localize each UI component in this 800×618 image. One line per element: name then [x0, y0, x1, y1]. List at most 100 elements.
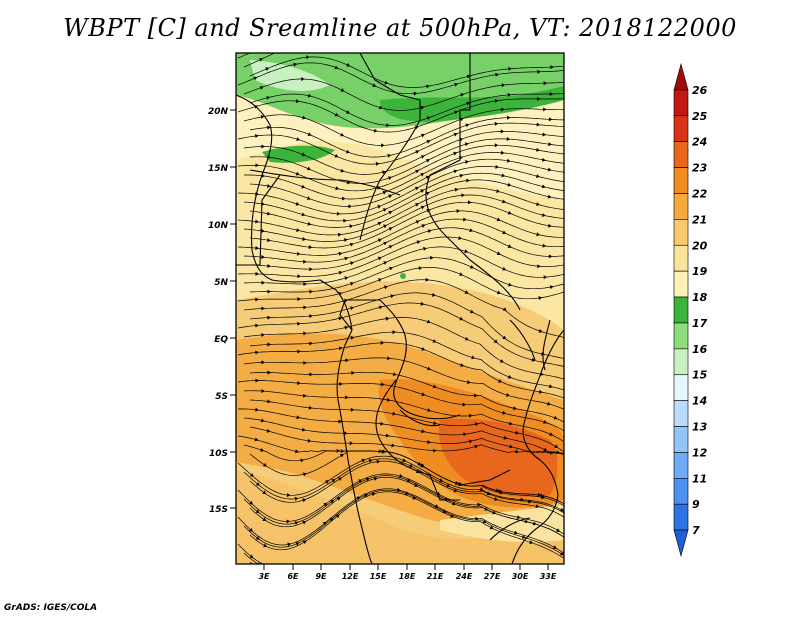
streamline-arrow: [301, 427, 306, 432]
streamline-arrow: [377, 205, 382, 209]
streamline-arrow: [363, 493, 368, 498]
streamline-arrow: [549, 432, 554, 436]
streamline-arrow: [255, 378, 259, 383]
streamline-arrow: [293, 62, 298, 67]
streamline-arrow: [249, 500, 253, 505]
streamline-arrow: [267, 238, 271, 243]
streamline-arrow: [421, 133, 425, 138]
colorbar-label: 15: [692, 369, 708, 382]
wbpt-field-16-17-north: [380, 86, 564, 122]
streamline-arrow: [415, 125, 419, 130]
streamline-arrow: [493, 339, 498, 344]
streamline-arrow: [261, 201, 265, 206]
streamline-arrow: [381, 382, 385, 387]
streamline-arrow: [459, 173, 464, 178]
streamline-arrow: [444, 497, 449, 501]
colorbar-swatch: [673, 115, 689, 142]
streamline-arrow: [507, 210, 512, 215]
streamline-arrow: [415, 150, 420, 154]
streamline-arrow: [267, 289, 271, 294]
streamline-arrow: [249, 554, 254, 559]
streamline-arrow: [458, 236, 462, 240]
colorbar-label: 9: [692, 498, 700, 511]
streamline-arrow: [529, 540, 534, 544]
colorbar-swatch: [673, 503, 689, 531]
streamline-arrow: [537, 96, 541, 101]
streamline-arrow: [415, 203, 420, 207]
streamline-arrow: [556, 450, 560, 455]
streamline-arrow: [309, 289, 313, 294]
streamline-arrow: [388, 245, 393, 249]
streamline: [237, 543, 264, 564]
streamline-arrow: [554, 444, 559, 448]
streamline-arrow: [338, 346, 343, 351]
lon-label-12e: 12E: [342, 572, 359, 581]
colorbar-swatch: [673, 478, 689, 505]
streamline-arrow: [433, 448, 437, 453]
streamline: [237, 122, 564, 165]
streamline-arrow: [475, 516, 479, 521]
streamline-arrow: [382, 208, 387, 212]
colorbar-swatch: [673, 167, 689, 194]
streamline-arrow: [543, 420, 548, 424]
streamline-arrow: [507, 115, 511, 120]
streamline-arrow: [399, 474, 403, 478]
streamline-arrow: [350, 261, 355, 266]
streamline: [243, 279, 564, 338]
streamline-arrow: [296, 137, 301, 141]
colorbar-swatch: [673, 452, 689, 479]
streamline-arrow: [416, 240, 421, 245]
streamline-arrow: [432, 384, 437, 389]
streamline-arrow: [339, 454, 344, 458]
streamline-arrow: [296, 228, 300, 232]
streamline-arrow: [502, 266, 507, 271]
streamline-arrow: [307, 132, 312, 136]
streamline-arrow: [391, 443, 396, 448]
streamline-arrow: [349, 441, 354, 446]
streamline-arrow: [351, 370, 355, 375]
streamline-arrow: [499, 359, 504, 363]
streamline-arrow: [430, 255, 434, 260]
streamline-arrow: [329, 517, 334, 522]
streamline-arrow: [295, 99, 300, 104]
streamline-arrow: [344, 325, 349, 330]
streamline-arrow: [255, 246, 259, 250]
streamline-arrow: [261, 280, 265, 285]
streamline-arrow: [338, 270, 343, 275]
streamline-arrow: [300, 458, 305, 463]
streamline-arrow: [295, 171, 300, 176]
streamline: [243, 218, 564, 263]
streamline-arrow: [477, 502, 481, 507]
streamline-arrow: [378, 105, 383, 110]
streamline-arrow: [415, 220, 420, 224]
streamline-arrow: [297, 274, 301, 279]
streamline-arrow: [436, 491, 441, 496]
streamline-arrow: [474, 422, 479, 427]
streamline-arrows: [248, 55, 564, 564]
streamline-arrow: [254, 437, 259, 442]
streamline-arrow: [454, 187, 459, 192]
streamline: [243, 357, 564, 410]
streamline: [249, 201, 564, 249]
streamline-arrow: [489, 525, 494, 530]
colorbar-swatch: [673, 426, 689, 453]
streamline-arrow: [409, 463, 414, 468]
streamline-arrow: [468, 413, 473, 418]
streamline: [243, 194, 564, 242]
streamline-arrow: [255, 271, 259, 276]
streamline-arrow: [249, 473, 254, 477]
streamline-arrow: [426, 84, 430, 89]
streamline-arrow: [336, 497, 341, 501]
streamline-arrow: [496, 217, 501, 222]
streamline-arrow: [361, 458, 366, 463]
streamline-arrow: [469, 265, 474, 269]
streamline-arrow: [301, 152, 306, 157]
streamline-arrow: [343, 218, 347, 223]
streamline-arrow: [538, 296, 543, 300]
streamline-arrow: [466, 74, 471, 79]
streamline-arrow: [303, 331, 307, 336]
streamline-arrow: [388, 194, 393, 199]
streamline: [243, 246, 564, 285]
streamline-arrow: [484, 507, 489, 511]
streamline-arrow: [380, 421, 384, 426]
